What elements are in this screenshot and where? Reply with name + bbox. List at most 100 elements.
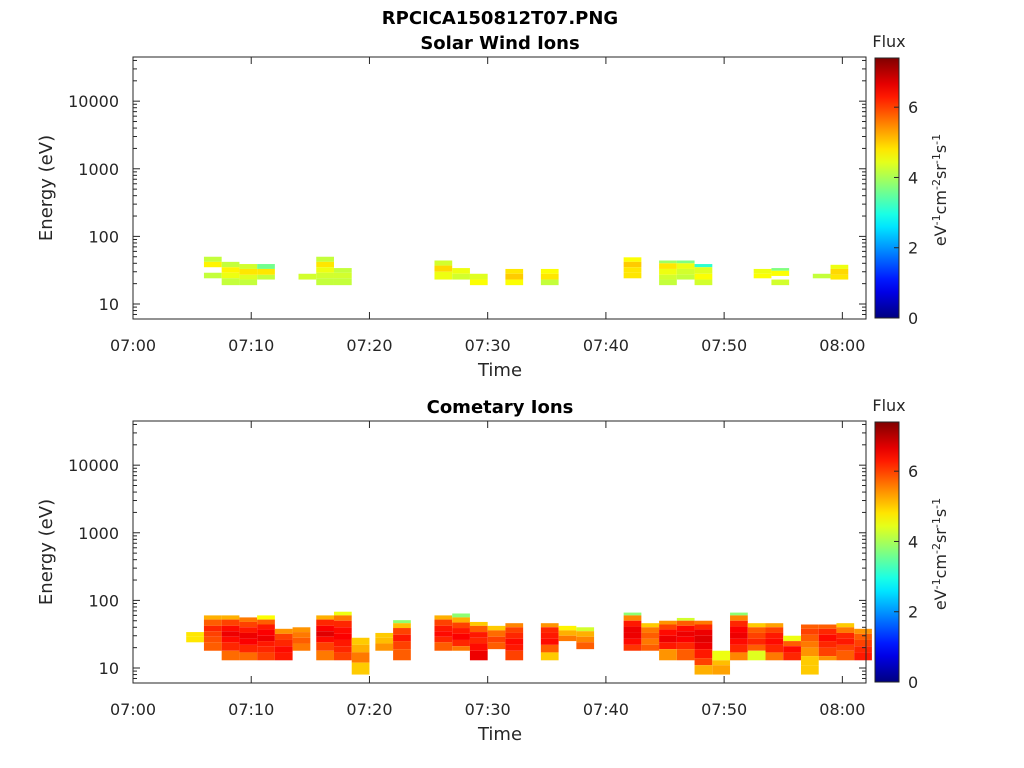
heatmap-cell xyxy=(836,623,855,628)
colorbar-units-label: eV-1cm-2sr-1s-1 xyxy=(930,134,951,246)
heatmap-cell xyxy=(203,636,222,643)
heatmap-cell xyxy=(257,629,275,636)
heatmap-cell xyxy=(239,274,258,280)
heatmap-cell xyxy=(676,268,695,275)
y-tick-label: 1000 xyxy=(78,524,119,543)
heatmap-cell xyxy=(292,632,311,638)
heatmap-cells-solar-wind xyxy=(203,256,849,286)
heatmap-cell xyxy=(800,628,819,635)
heatmap-cell xyxy=(676,620,695,626)
heatmap-cell xyxy=(730,644,748,653)
heatmap-cell xyxy=(239,268,258,275)
heatmap-cell xyxy=(540,644,559,653)
heatmap-cell xyxy=(221,650,240,661)
heatmap-cell xyxy=(452,646,470,651)
heatmap-cell xyxy=(676,263,695,269)
heatmap-cell xyxy=(333,611,352,616)
heatmap-cell xyxy=(298,273,317,280)
heatmap-cell xyxy=(487,625,506,631)
heatmap-cell xyxy=(469,637,488,644)
heatmap-cell xyxy=(747,632,766,639)
heatmap-cell xyxy=(393,623,411,629)
heatmap-cell xyxy=(659,642,677,650)
heatmap-cell xyxy=(576,631,595,637)
heatmap-cell xyxy=(765,632,784,639)
heatmap-cell xyxy=(836,627,855,633)
heatmap-cell xyxy=(712,660,731,666)
y-tick-label: 1000 xyxy=(78,160,119,179)
heatmap-cell xyxy=(623,638,642,645)
heatmap-cell xyxy=(730,626,748,633)
heatmap-cell xyxy=(765,644,784,653)
heatmap-cell xyxy=(434,631,453,637)
colorbar-tick-label: 2 xyxy=(908,239,918,258)
heatmap-cell xyxy=(694,642,713,650)
heatmap-cell xyxy=(487,630,506,637)
heatmap-cell xyxy=(351,652,370,663)
colorbar-tick-label: 6 xyxy=(908,98,918,117)
heatmap-cell xyxy=(747,623,766,628)
heatmap-cell xyxy=(818,634,837,642)
heatmap-cell xyxy=(830,274,849,280)
heatmap-cell xyxy=(694,624,713,630)
x-axis-label-solar-wind: Time xyxy=(477,360,522,381)
heatmap-cell xyxy=(694,665,713,675)
heatmap-cell xyxy=(540,632,559,639)
y-tick-label: 100 xyxy=(88,227,119,246)
heatmap-cell xyxy=(274,633,293,640)
heatmap-cell xyxy=(659,260,677,264)
heatmap-cell xyxy=(576,636,595,643)
heatmap-cell xyxy=(452,633,470,640)
heatmap-cell xyxy=(434,642,453,651)
heatmap-cell xyxy=(659,620,677,625)
heatmap-cell xyxy=(452,617,470,623)
heatmap-cell xyxy=(239,264,258,269)
heatmap-cell xyxy=(452,268,470,274)
heatmap-cell xyxy=(659,635,677,643)
heatmap-cell xyxy=(800,665,819,675)
heatmap-cell xyxy=(558,630,577,636)
heatmap-cell xyxy=(505,623,524,628)
heatmap-cell xyxy=(623,267,642,273)
heatmap-cell xyxy=(257,268,275,275)
colorbar-title: Flux xyxy=(872,32,905,51)
panel-title-solar-wind: Solar Wind Ions xyxy=(420,33,579,54)
heatmap-cell xyxy=(694,649,713,659)
heatmap-cell xyxy=(203,615,222,620)
heatmap-cell xyxy=(676,260,695,264)
heatmap-cell xyxy=(239,632,258,639)
heatmap-cell xyxy=(676,617,695,621)
heatmap-cell xyxy=(333,272,352,279)
heatmap-cell xyxy=(292,643,311,651)
heatmap-cell xyxy=(316,650,334,661)
heatmap-cell xyxy=(747,627,766,633)
x-tick-label: 07:20 xyxy=(346,700,392,719)
heatmap-cell xyxy=(316,636,334,643)
heatmap-cell xyxy=(694,279,713,286)
heatmap-cell xyxy=(393,641,411,650)
heatmap-cell xyxy=(836,638,855,645)
x-tick-label: 07:20 xyxy=(346,336,392,355)
heatmap-cell xyxy=(765,652,784,661)
heatmap-cell xyxy=(659,274,677,280)
heatmap-cell xyxy=(452,622,470,629)
heatmap-cell xyxy=(221,642,240,651)
heatmap-cell xyxy=(812,273,831,279)
heatmap-cell xyxy=(257,646,275,653)
x-tick-label: 07:30 xyxy=(465,700,511,719)
heatmap-cell xyxy=(540,627,559,633)
heatmap-cell xyxy=(676,642,695,650)
heatmap-cell xyxy=(257,624,275,630)
heatmap-cell xyxy=(753,273,772,279)
heatmap-cell xyxy=(747,644,766,651)
y-tick-label: 100 xyxy=(88,591,119,610)
heatmap-cell xyxy=(292,627,311,633)
x-tick-label: 07:50 xyxy=(701,700,747,719)
heatmap-cell xyxy=(221,267,240,273)
heatmap-cell xyxy=(239,644,258,653)
heatmap-cell xyxy=(274,639,293,647)
colorbar-tick-label: 4 xyxy=(908,532,918,551)
colorbar-tick-label: 0 xyxy=(908,673,918,692)
heatmap-cell xyxy=(659,629,677,636)
heatmap-cell xyxy=(641,638,660,645)
